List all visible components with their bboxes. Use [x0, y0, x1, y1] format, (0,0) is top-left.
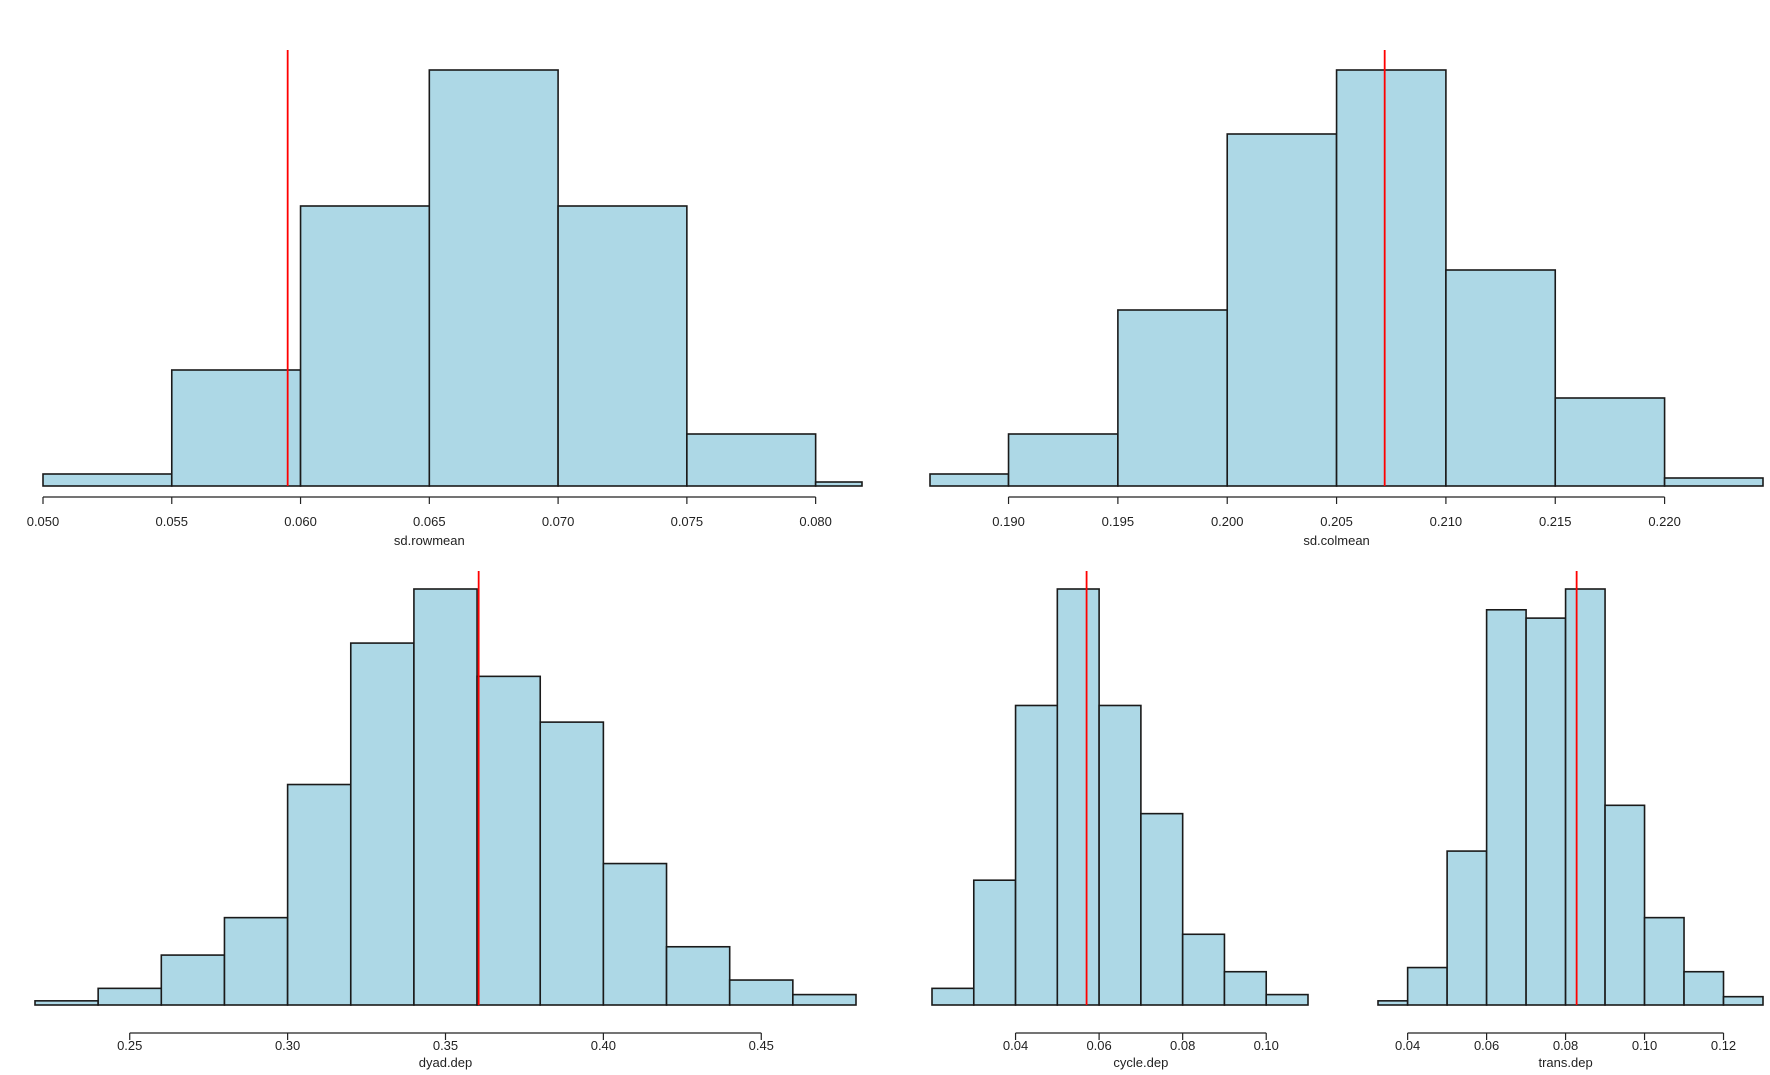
x-axis-label: sd.rowmean	[394, 533, 465, 548]
histogram-bar	[1223, 970, 1268, 1006]
x-tick-label: 0.04	[1003, 1038, 1028, 1053]
x-tick-label: 0.220	[1648, 514, 1681, 529]
x-tick-label: 0.065	[413, 514, 446, 529]
histogram-cycle-dep: 0.04 0.06 0.08 0.10 cycle.dep	[931, 571, 1309, 1070]
histogram-bar	[665, 945, 731, 1006]
x-axis-label: trans.dep	[1538, 1055, 1592, 1070]
histogram-bar	[476, 675, 542, 1006]
histogram-bar	[814, 481, 863, 487]
x-tick-label: 0.30	[275, 1038, 300, 1053]
histogram-bar	[1117, 309, 1229, 487]
histogram-bar	[1014, 704, 1059, 1006]
x-tick-label: 0.050	[27, 514, 60, 529]
histogram-bar	[42, 473, 173, 487]
histogram-bar	[160, 954, 226, 1006]
x-tick-label: 0.45	[749, 1038, 774, 1053]
histogram-bar	[539, 721, 605, 1006]
histogram-bar	[1335, 69, 1447, 487]
histogram-bar	[1098, 704, 1142, 1006]
histogram-bar	[1643, 916, 1685, 1006]
histogram-trans-dep: 0.04 0.06 0.08 0.10 0.12 trans.dep	[1377, 571, 1764, 1070]
x-axis-label: sd.colmean	[1303, 533, 1369, 548]
histogram-bar	[1485, 608, 1527, 1006]
histogram-bar	[299, 205, 431, 487]
histogram-bar	[686, 433, 817, 487]
histogram-bar	[1226, 133, 1338, 487]
histogram-bar	[286, 783, 352, 1006]
histogram-bar	[1181, 933, 1226, 1006]
x-tick-label: 0.08	[1553, 1038, 1578, 1053]
histogram-bar	[728, 979, 794, 1006]
histogram-bar	[413, 588, 478, 1006]
histogram-bar	[1445, 269, 1557, 487]
x-tick-label: 0.055	[155, 514, 188, 529]
histogram-bar	[1265, 993, 1309, 1006]
x-tick-label: 0.070	[542, 514, 575, 529]
histogram-bar	[931, 987, 975, 1006]
histogram-bar	[1722, 995, 1764, 1006]
histogram-bar	[349, 642, 415, 1006]
x-tick-label: 0.075	[671, 514, 704, 529]
x-tick-label: 0.06	[1086, 1038, 1111, 1053]
x-tick-label: 0.205	[1320, 514, 1353, 529]
x-tick-label: 0.08	[1170, 1038, 1195, 1053]
histogram-bar	[1140, 812, 1184, 1006]
histogram-bar	[1554, 397, 1666, 487]
histogram-sd-colmean: 0.190 0.195 0.200 0.205 0.210 0.215 0.220 sd.co…	[929, 50, 1764, 548]
x-tick-label: 0.060	[284, 514, 317, 529]
x-tick-label: 0.190	[992, 514, 1025, 529]
x-tick-label: 0.40	[591, 1038, 616, 1053]
histogram-bar	[428, 69, 559, 487]
histogram-sd-rowmean: 0.050 0.055 0.060 0.065 0.070 0.075 0.080 sd.ro…	[27, 50, 863, 548]
x-axis-label: cycle.dep	[1113, 1055, 1168, 1070]
histogram-bar	[1525, 617, 1567, 1006]
histogram-bar	[34, 1000, 99, 1006]
x-axis-label: dyad.dep	[419, 1055, 473, 1070]
histogram-bar	[557, 205, 688, 487]
histogram-bar	[1604, 804, 1646, 1006]
x-tick-label: 0.10	[1632, 1038, 1657, 1053]
x-tick-label: 0.195	[1102, 514, 1135, 529]
histogram-bar	[972, 879, 1017, 1006]
x-tick-label: 0.10	[1254, 1038, 1279, 1053]
histogram-bar	[929, 473, 1010, 487]
histogram-bar	[1446, 850, 1488, 1006]
histogram-dyad-dep: 0.25 0.30 0.35 0.40 0.45 dyad.dep	[34, 571, 857, 1070]
histogram-bar	[223, 916, 289, 1006]
x-tick-label: 0.080	[799, 514, 832, 529]
x-tick-label: 0.04	[1395, 1038, 1420, 1053]
x-tick-label: 0.210	[1430, 514, 1463, 529]
histogram-bar	[1406, 966, 1448, 1006]
histogram-bar	[1663, 477, 1764, 487]
x-tick-label: 0.06	[1474, 1038, 1499, 1053]
histogram-bar	[792, 993, 857, 1006]
histogram-bar	[1564, 588, 1606, 1006]
x-tick-label: 0.12	[1711, 1038, 1736, 1053]
x-tick-label: 0.200	[1211, 514, 1244, 529]
x-tick-label: 0.25	[117, 1038, 142, 1053]
histogram-bar	[1007, 433, 1119, 487]
histogram-bar	[1683, 970, 1725, 1006]
x-tick-label: 0.215	[1539, 514, 1572, 529]
histogram-bar	[97, 987, 163, 1006]
histogram-bar	[1377, 1000, 1409, 1006]
x-tick-label: 0.35	[433, 1038, 458, 1053]
histogram-bar	[1056, 588, 1100, 1006]
histogram-bar	[170, 369, 302, 487]
histogram-bar	[602, 862, 668, 1006]
